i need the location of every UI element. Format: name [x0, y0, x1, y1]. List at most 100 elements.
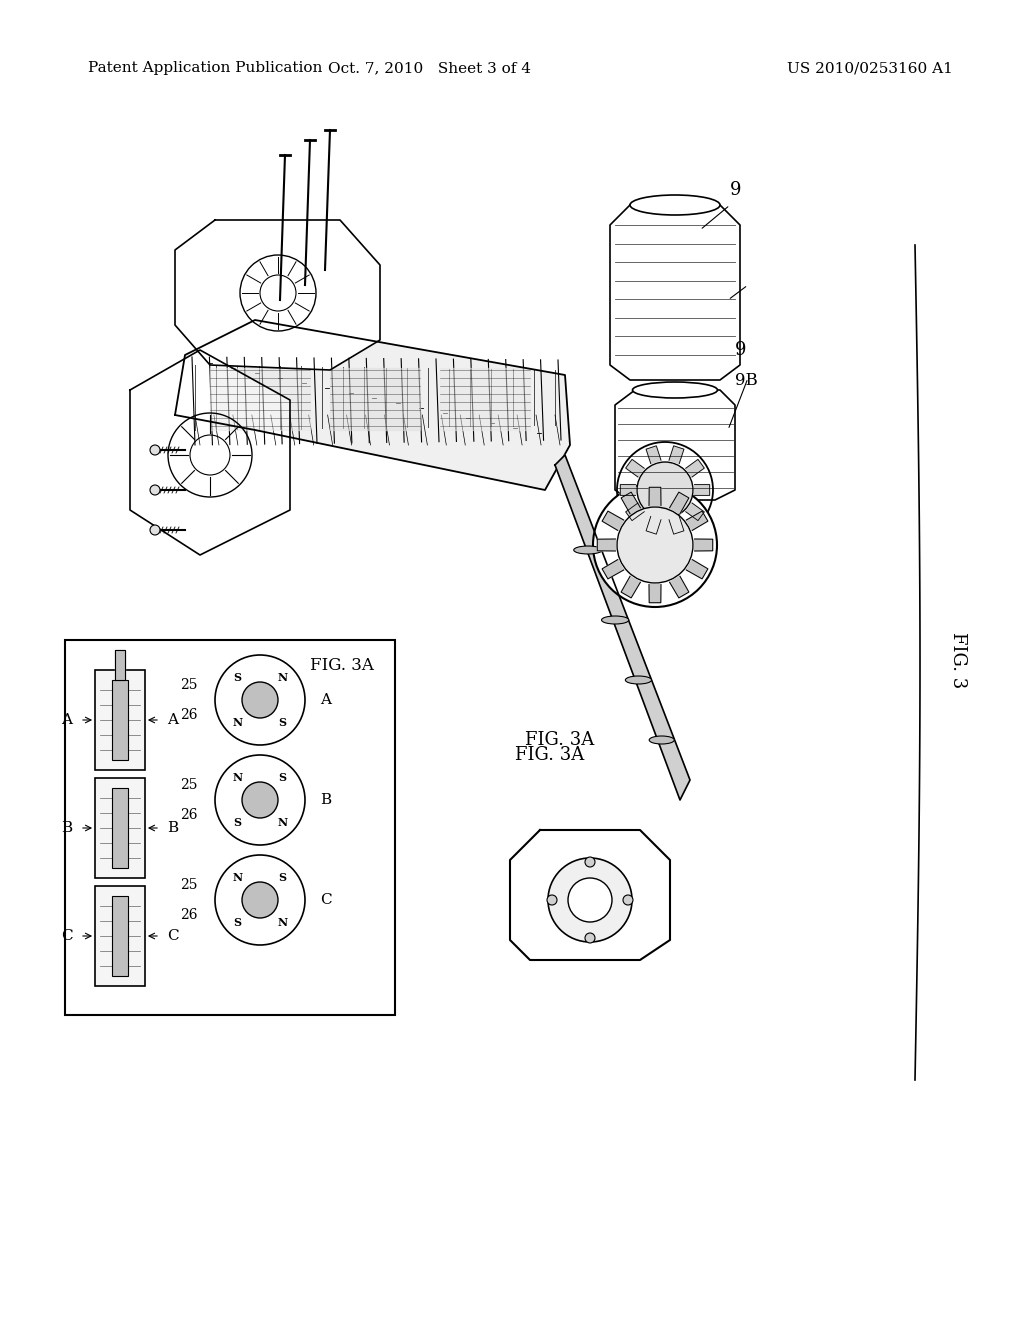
- Polygon shape: [622, 577, 640, 598]
- Text: N: N: [278, 917, 288, 928]
- Polygon shape: [649, 585, 660, 603]
- Circle shape: [150, 445, 160, 455]
- Bar: [112, 896, 128, 975]
- Polygon shape: [440, 368, 530, 430]
- Text: 26: 26: [180, 908, 198, 921]
- Circle shape: [215, 855, 305, 945]
- Polygon shape: [686, 560, 708, 579]
- Circle shape: [585, 857, 595, 867]
- Bar: [95, 777, 145, 878]
- Text: N: N: [278, 817, 288, 828]
- Circle shape: [568, 878, 612, 921]
- Polygon shape: [630, 215, 730, 355]
- Text: 9B: 9B: [735, 372, 758, 389]
- Text: S: S: [279, 772, 287, 783]
- Circle shape: [150, 525, 160, 535]
- Text: 25: 25: [180, 777, 198, 792]
- Circle shape: [547, 895, 557, 906]
- Text: 26: 26: [180, 708, 198, 722]
- Text: S: S: [233, 917, 242, 928]
- Circle shape: [242, 882, 278, 917]
- Bar: [65, 640, 395, 1015]
- Polygon shape: [626, 459, 644, 477]
- Text: A: A: [61, 713, 73, 727]
- Ellipse shape: [626, 676, 651, 684]
- Polygon shape: [670, 577, 689, 598]
- Text: 25: 25: [180, 878, 198, 892]
- Polygon shape: [646, 446, 660, 463]
- Text: Patent Application Publication: Patent Application Publication: [88, 61, 323, 75]
- Polygon shape: [621, 484, 636, 495]
- Text: S: S: [233, 817, 242, 828]
- Polygon shape: [626, 503, 644, 520]
- Text: 26: 26: [180, 808, 198, 822]
- Polygon shape: [602, 511, 624, 531]
- Circle shape: [548, 858, 632, 942]
- Circle shape: [623, 895, 633, 906]
- Ellipse shape: [601, 616, 629, 624]
- Polygon shape: [670, 492, 689, 513]
- Circle shape: [215, 755, 305, 845]
- Text: S: S: [279, 873, 287, 883]
- Circle shape: [617, 507, 693, 583]
- Ellipse shape: [649, 737, 674, 744]
- Text: B: B: [61, 821, 73, 836]
- Circle shape: [637, 462, 693, 517]
- Text: A: A: [319, 693, 331, 708]
- Polygon shape: [649, 487, 660, 506]
- Polygon shape: [669, 516, 684, 535]
- Polygon shape: [175, 220, 380, 370]
- Text: B: B: [168, 821, 178, 836]
- Text: 9: 9: [735, 341, 746, 359]
- Polygon shape: [694, 539, 713, 550]
- Bar: [95, 886, 145, 986]
- Circle shape: [617, 442, 713, 539]
- Text: US 2010/0253160 A1: US 2010/0253160 A1: [787, 61, 953, 75]
- Text: C: C: [167, 929, 179, 942]
- Text: 25: 25: [180, 678, 198, 692]
- Text: FIG. 3A: FIG. 3A: [310, 656, 374, 673]
- Text: A: A: [168, 713, 178, 727]
- Ellipse shape: [630, 195, 720, 215]
- Circle shape: [242, 682, 278, 718]
- Polygon shape: [510, 830, 670, 960]
- Polygon shape: [646, 516, 660, 535]
- Text: C: C: [61, 929, 73, 942]
- Polygon shape: [686, 511, 708, 531]
- Text: N: N: [278, 672, 288, 682]
- Polygon shape: [602, 560, 624, 579]
- Text: 9: 9: [730, 181, 741, 199]
- Circle shape: [215, 655, 305, 744]
- Text: C: C: [319, 894, 332, 907]
- Polygon shape: [210, 368, 310, 430]
- Polygon shape: [555, 455, 690, 800]
- Text: S: S: [233, 672, 242, 682]
- Polygon shape: [115, 649, 125, 680]
- Polygon shape: [130, 350, 290, 554]
- Polygon shape: [669, 446, 684, 463]
- Circle shape: [585, 933, 595, 942]
- Bar: [95, 671, 145, 770]
- Text: Oct. 7, 2010   Sheet 3 of 4: Oct. 7, 2010 Sheet 3 of 4: [329, 61, 531, 75]
- Text: FIG. 3: FIG. 3: [949, 632, 967, 688]
- Polygon shape: [610, 205, 740, 380]
- Bar: [112, 680, 128, 760]
- Circle shape: [150, 484, 160, 495]
- Polygon shape: [686, 459, 705, 477]
- Text: S: S: [279, 717, 287, 729]
- Circle shape: [242, 781, 278, 818]
- Polygon shape: [622, 492, 640, 513]
- Text: N: N: [232, 717, 243, 729]
- Polygon shape: [686, 503, 705, 520]
- Text: FIG. 3A: FIG. 3A: [515, 746, 585, 764]
- Ellipse shape: [573, 546, 602, 554]
- Polygon shape: [630, 215, 730, 355]
- Polygon shape: [175, 319, 570, 490]
- Polygon shape: [615, 389, 735, 500]
- Text: N: N: [232, 772, 243, 783]
- Polygon shape: [597, 539, 615, 550]
- Text: FIG. 3A: FIG. 3A: [525, 731, 595, 748]
- Polygon shape: [330, 368, 420, 430]
- Bar: [112, 788, 128, 869]
- Polygon shape: [694, 484, 710, 495]
